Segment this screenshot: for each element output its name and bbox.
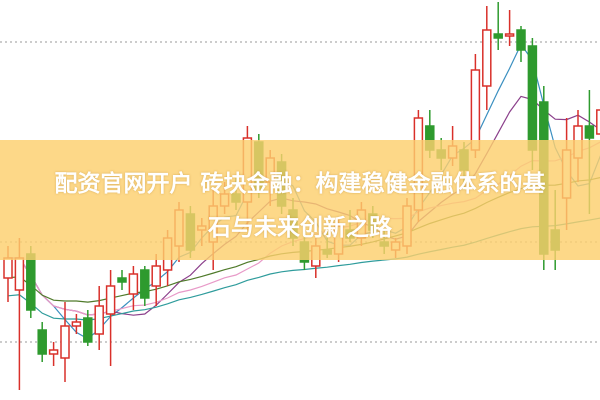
headline-line-2: 石与未来创新之路 [208,215,392,241]
candle-body [117,277,127,283]
candle-body [493,33,503,39]
candle-body [83,317,93,343]
headline: 配资官网开户 砖块金融：构建稳健金融体系的基 石与未来创新之路 [0,162,600,250]
candle-body [14,257,25,291]
candle-body [48,349,59,355]
candle-body [504,33,515,37]
candle-body [151,265,161,287]
headline-line-1: 配资官网开户 砖块金融：构建稳健金融体系的基 [54,171,546,197]
candle-body [3,257,13,279]
candle-body [527,45,538,151]
candle-body [105,285,116,315]
candle-body [470,69,481,151]
candle-body [94,305,104,335]
candle-body [26,253,36,311]
title-overlay-band [0,140,600,260]
candle-body [516,29,526,51]
candle-body [37,329,47,355]
candle-body [60,325,70,359]
candle-body [128,273,139,295]
candle-body [596,109,600,135]
candle-body [140,269,150,299]
candle-body [584,125,595,139]
candle-body [482,29,492,87]
candle-body [71,321,82,327]
